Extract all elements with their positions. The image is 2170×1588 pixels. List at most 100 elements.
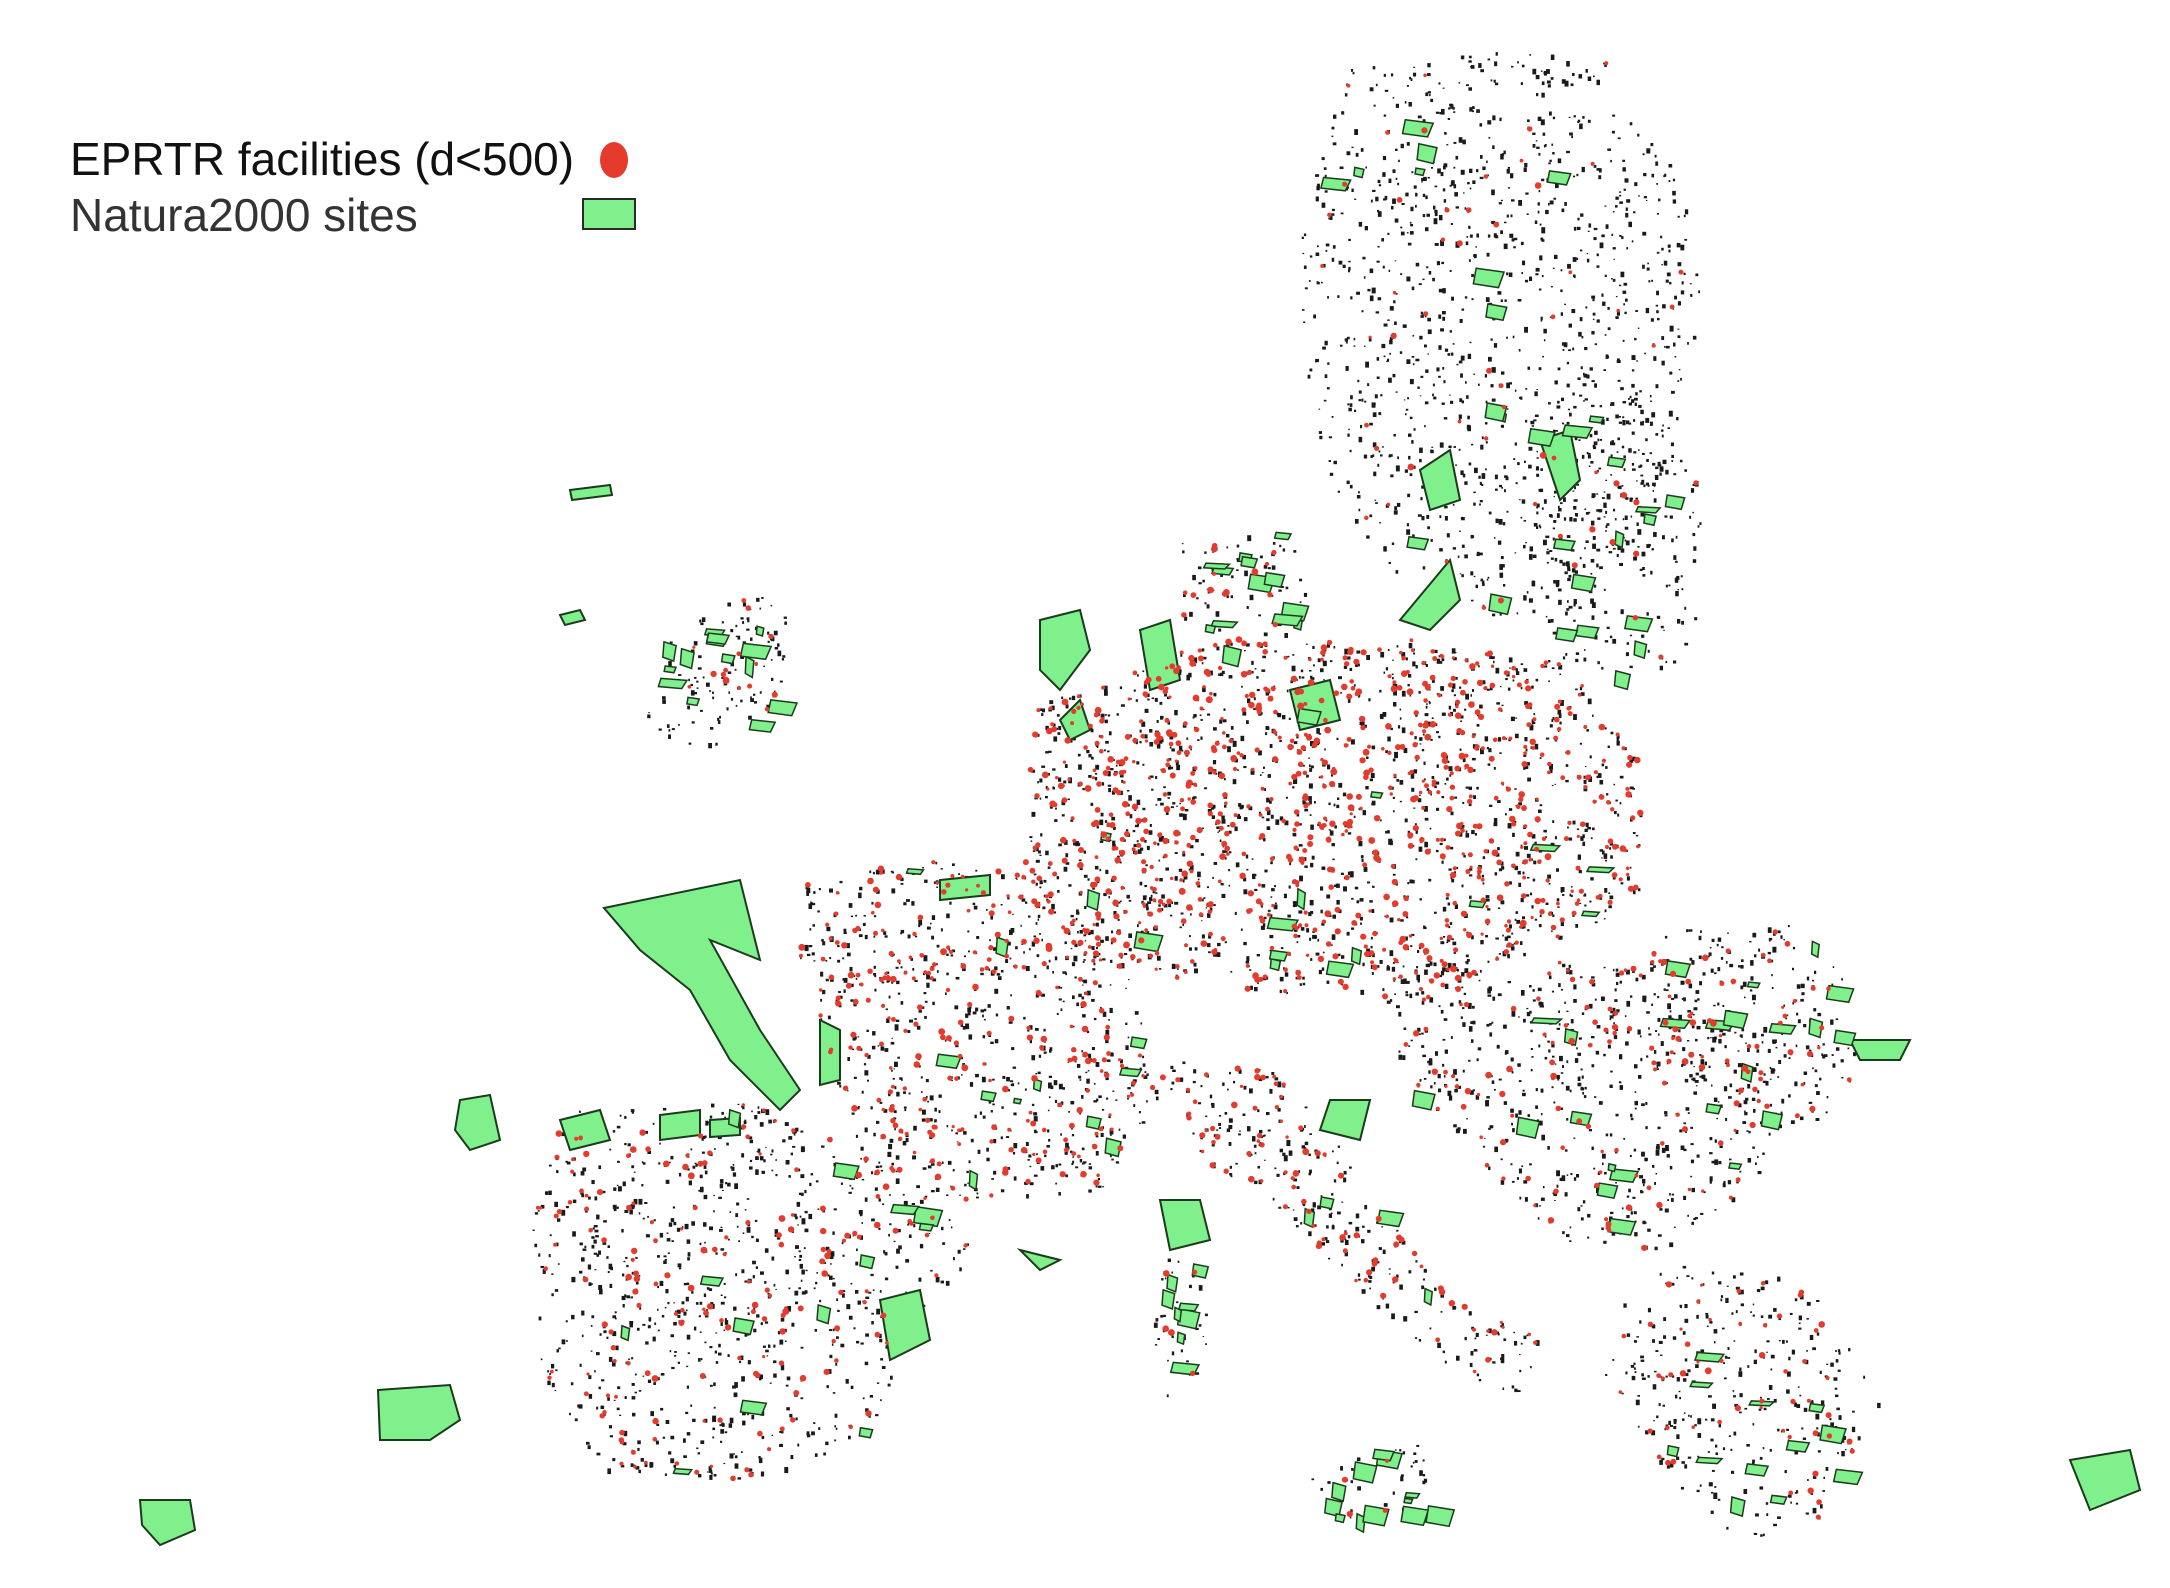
site-outline-speck [1223,708,1226,711]
site-outline-speck [1647,484,1650,487]
site-outline-speck [1469,341,1472,344]
site-outline-speck [1404,101,1407,104]
site-outline-speck [1493,79,1496,83]
site-outline-speck [1215,611,1220,617]
site-outline-speck [1301,236,1304,239]
site-outline-speck [878,1227,881,1230]
site-outline-speck [1252,873,1256,880]
site-outline-speck [1532,609,1536,614]
site-outline-speck [990,1041,994,1044]
site-outline-speck [988,968,991,971]
site-outline-speck [581,1334,584,1338]
site-outline-speck [946,1194,949,1196]
site-outline-speck [686,1365,689,1368]
site-outline-speck [696,680,699,683]
site-outline-speck [1189,947,1192,951]
site-outline-speck [993,1170,997,1175]
site-outline-speck [927,1100,929,1103]
site-outline-speck [1533,419,1537,422]
site-outline-speck [1604,888,1608,893]
site-outline-speck [1095,764,1100,770]
site-outline-speck [1077,930,1079,934]
site-outline-speck [1388,455,1392,458]
site-outline-speck [1634,402,1637,406]
site-outline-speck [1540,316,1543,320]
site-outline-speck [1270,914,1273,917]
site-outline-speck [1358,221,1363,227]
site-outline-speck [634,1391,637,1394]
site-outline-speck [1186,674,1190,681]
site-outline-speck [704,1341,707,1344]
site-outline-speck [674,1351,677,1353]
site-outline-speck [1321,157,1325,161]
site-outline-speck [1331,416,1334,418]
site-outline-speck [1426,703,1428,705]
site-outline-speck [757,1111,761,1114]
site-outline-speck [1327,764,1331,770]
site-outline-speck [965,1023,970,1030]
site-outline-speck [1197,739,1200,741]
site-outline-speck [884,1048,889,1052]
site-outline-speck [1481,874,1485,878]
site-outline-speck [1660,625,1664,629]
site-outline-speck [1527,877,1530,879]
site-outline-speck [1593,446,1597,450]
site-outline-speck [1230,595,1233,599]
site-outline-speck [1480,578,1483,581]
site-outline-speck [959,1267,962,1272]
site-outline-speck [579,1110,581,1113]
site-outline-speck [871,1321,874,1325]
site-outline-speck [1487,908,1491,911]
site-outline-speck [1479,176,1484,180]
site-outline-speck [1476,553,1480,557]
site-outline-speck [1371,287,1376,294]
site-outline-speck [1060,986,1063,989]
site-outline-speck [1095,1062,1100,1067]
site-outline-speck [836,1336,839,1339]
site-outline-speck [749,1159,753,1162]
site-outline-speck [1360,148,1364,152]
site-outline-speck [655,1440,659,1445]
site-outline-speck [876,1120,880,1124]
site-outline-speck [1304,287,1308,290]
site-outline-speck [1561,397,1564,402]
site-outline-speck [1213,904,1216,906]
site-outline-speck [686,1385,689,1389]
site-outline-speck [1139,741,1142,744]
site-outline-speck [1529,546,1533,552]
site-outline-speck [1567,408,1570,411]
site-outline-speck [1442,1350,1445,1354]
site-outline-speck [1574,570,1578,574]
site-outline-speck [554,1201,558,1207]
site-outline-speck [631,1112,634,1114]
site-outline-speck [1280,947,1284,950]
site-outline-speck [1002,1075,1006,1079]
site-outline-speck [1125,987,1127,989]
site-outline-speck [1585,540,1589,543]
site-outline-speck [800,1130,804,1133]
site-outline-speck [1605,545,1609,549]
site-outline-speck [1182,923,1184,927]
site-outline-speck [584,1245,587,1249]
site-outline-speck [1227,825,1230,827]
site-outline-speck [1525,542,1527,544]
site-outline-speck [721,676,724,679]
site-outline-speck [1372,442,1377,448]
site-outline-speck [1531,425,1534,427]
site-outline-speck [538,1254,541,1257]
site-outline-speck [1575,652,1580,655]
site-outline-speck [1167,797,1170,799]
site-outline-speck [777,650,782,657]
site-outline-speck [1600,849,1604,852]
site-outline-speck [642,1375,645,1377]
site-outline-speck [1525,894,1530,897]
site-outline-speck [1391,205,1394,210]
site-outline-speck [1234,911,1237,915]
site-outline-speck [1650,143,1654,147]
site-outline-speck [823,1262,827,1264]
site-outline-speck [1228,1142,1232,1146]
site-outline-speck [1514,389,1517,392]
site-outline-speck [1584,828,1588,832]
site-outline-speck [1141,900,1144,904]
site-outline-speck [1548,883,1551,885]
